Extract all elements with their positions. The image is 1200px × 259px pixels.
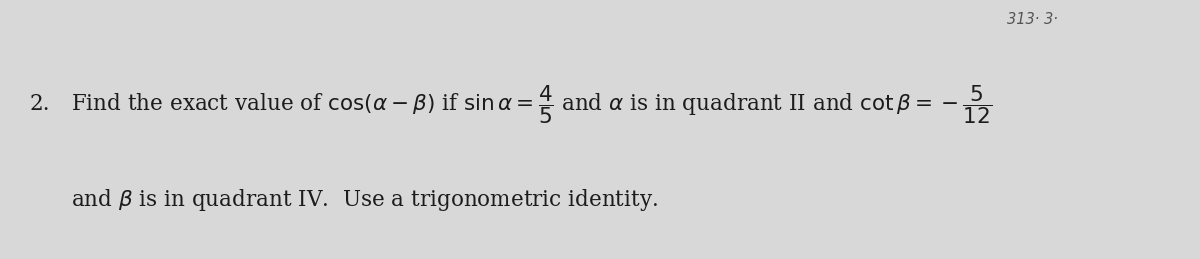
Text: 313· 3·: 313· 3· bbox=[1007, 12, 1058, 27]
Text: 2.: 2. bbox=[29, 93, 50, 116]
Text: and $\beta$ is in quadrant IV.  Use a trigonometric identity.: and $\beta$ is in quadrant IV. Use a tri… bbox=[71, 187, 658, 213]
Text: Find the exact value of $\cos(\alpha - \beta)$ if $\sin\alpha = \dfrac{4}{5}$ an: Find the exact value of $\cos(\alpha - \… bbox=[71, 83, 992, 126]
